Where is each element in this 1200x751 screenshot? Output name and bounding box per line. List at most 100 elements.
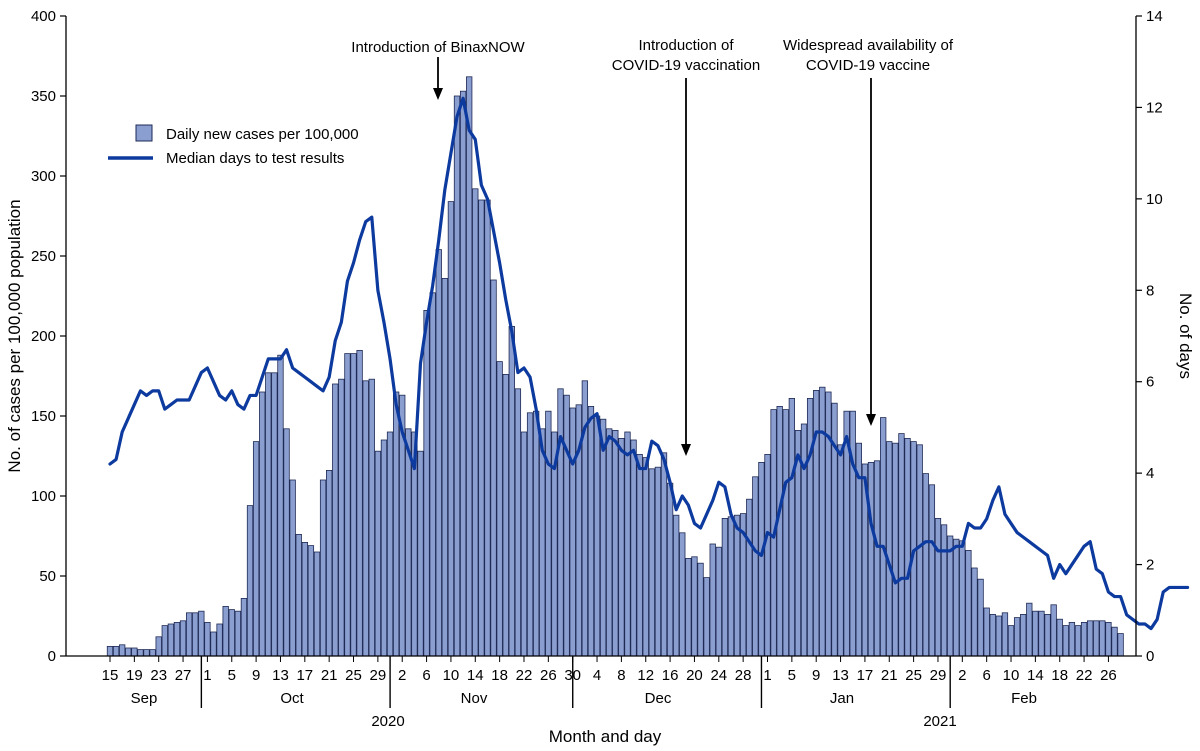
x-tick-label: 25: [905, 667, 922, 684]
y-left-tick-label: 400: [31, 8, 56, 25]
bar: [764, 453, 771, 657]
annotation-label: Introduction of BinaxNOW: [351, 39, 525, 56]
bar: [453, 95, 461, 657]
x-axis-title: Month and day: [549, 727, 662, 746]
x-tick-label: 9: [812, 667, 820, 684]
x-tick-label: 6: [422, 667, 430, 684]
bar: [916, 444, 923, 657]
bar: [849, 410, 856, 657]
bar: [587, 405, 595, 657]
y-left-tick-label: 350: [31, 88, 56, 105]
x-tick-label: 13: [272, 667, 289, 684]
bar: [1117, 633, 1124, 657]
legend-line-label: Median days to test results: [166, 150, 344, 167]
bar: [313, 551, 321, 657]
bar: [307, 545, 315, 657]
bar: [319, 479, 327, 657]
bar: [545, 410, 552, 657]
bar: [539, 428, 546, 657]
bar: [709, 543, 716, 657]
x-tick-label: 13: [832, 667, 849, 684]
bar: [648, 468, 655, 657]
bar: [1056, 618, 1063, 657]
bar: [873, 460, 881, 657]
bar: [806, 397, 814, 657]
y-right-tick-label: 14: [1146, 8, 1163, 25]
bar: [1099, 620, 1106, 657]
bar: [368, 378, 375, 657]
bar: [922, 473, 929, 657]
bar: [1020, 614, 1027, 657]
bar: [466, 76, 473, 657]
bar: [192, 612, 199, 657]
bar: [630, 439, 637, 657]
bar: [149, 649, 156, 657]
bar: [898, 433, 905, 657]
bar: [1032, 610, 1039, 657]
bar: [356, 349, 363, 657]
bar: [813, 389, 820, 657]
bar: [326, 469, 333, 657]
y-right-tick-label: 12: [1146, 99, 1163, 116]
bar: [417, 450, 424, 657]
bar: [685, 558, 692, 657]
bar: [350, 353, 357, 657]
bar: [1111, 626, 1118, 657]
x-tick-label: 20: [686, 667, 703, 684]
bar: [502, 373, 509, 657]
x-tick-label: 5: [788, 667, 796, 684]
y-right-axis-title: No. of days: [1176, 293, 1195, 379]
bar: [636, 453, 643, 657]
bar: [514, 388, 522, 657]
bar: [660, 452, 668, 657]
bar: [338, 378, 345, 657]
bar: [1038, 610, 1045, 657]
annotation-arrowhead: [866, 414, 876, 426]
bar: [198, 610, 205, 657]
line-series-layer: [108, 96, 1190, 631]
month-label: Oct: [280, 690, 304, 707]
x-tick-label: 29: [370, 667, 387, 684]
bar: [947, 535, 954, 657]
bar: [892, 442, 899, 657]
x-tick-label: 21: [881, 667, 898, 684]
bar: [533, 410, 540, 657]
annotation-label: Widespread availability of: [783, 37, 954, 54]
bar: [880, 417, 887, 657]
x-tick-label: 24: [710, 667, 727, 684]
bar: [679, 532, 686, 657]
bar: [301, 542, 308, 657]
x-tick-label: 29: [930, 667, 947, 684]
bar: [520, 431, 528, 657]
bar: [478, 199, 485, 657]
x-tick-label: 17: [857, 667, 874, 684]
legend: Daily new cases per 100,000 Median days t…: [108, 124, 359, 167]
bar: [697, 562, 704, 657]
bar: [642, 457, 649, 657]
bar: [721, 518, 729, 657]
x-tick-label: 10: [1003, 667, 1020, 684]
bar: [886, 441, 893, 657]
month-label: Dec: [645, 690, 672, 707]
bar: [216, 623, 223, 657]
bar: [289, 479, 296, 657]
legend-bar-label: Daily new cases per 100,000: [166, 126, 359, 143]
bar: [1001, 612, 1009, 657]
bar: [423, 309, 430, 657]
bar: [606, 428, 613, 657]
annotation-label: COVID-19 vaccine: [806, 57, 930, 74]
bar: [837, 444, 844, 657]
x-tick-label: 5: [228, 667, 236, 684]
y-right-tick-label: 10: [1146, 191, 1163, 208]
bar: [727, 516, 735, 657]
bar: [940, 524, 948, 657]
bar: [995, 615, 1002, 657]
x-tick-label: 21: [321, 667, 338, 684]
bar: [746, 498, 753, 657]
y-left-tick-label: 200: [31, 328, 56, 345]
bar: [624, 431, 631, 657]
y-left-tick-label: 50: [39, 568, 56, 585]
y-left-tick-label: 100: [31, 488, 56, 505]
y-right-tick-label: 0: [1146, 648, 1154, 665]
